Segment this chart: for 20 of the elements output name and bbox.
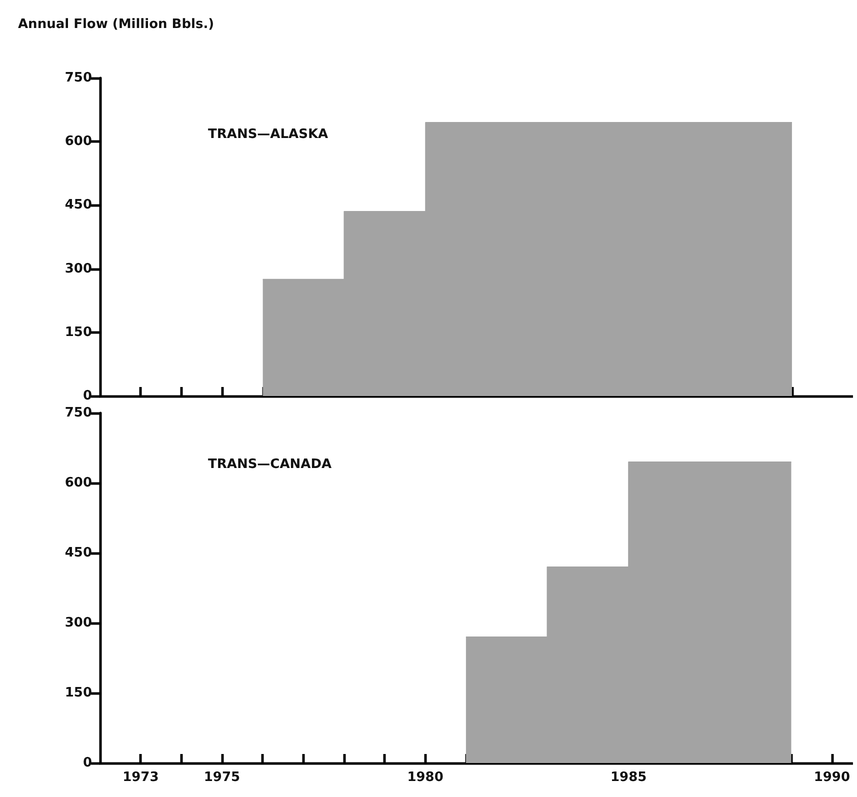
x-tick-label: 1973 — [122, 770, 159, 785]
x-tick-label: 1985 — [610, 770, 647, 785]
y-tick-label: 600 — [64, 134, 92, 150]
y-tick-label: 750 — [64, 406, 92, 420]
y-tick-label: 300 — [64, 616, 92, 630]
annotation: TRANS—CANADA — [208, 457, 332, 472]
y-tick-label: 450 — [64, 198, 92, 213]
annotation: TRANS—ALASKA — [208, 127, 328, 142]
y-axis-title: Annual Flow (Million Bbls.) — [18, 17, 214, 32]
y-tick-label: 750 — [64, 70, 92, 86]
y-tick-label: 600 — [64, 476, 92, 490]
y-tick-label: 0 — [82, 388, 92, 404]
x-tick-label: 1990 — [814, 770, 850, 785]
x-tick-label: 1980 — [407, 770, 444, 785]
y-tick-label: 0 — [82, 756, 92, 770]
y-tick-label: 150 — [64, 686, 92, 700]
x-tick-label: 1975 — [204, 770, 240, 785]
y-tick-label: 450 — [64, 546, 92, 560]
y-tick-label: 150 — [64, 324, 92, 340]
y-tick-label: 300 — [64, 261, 92, 276]
